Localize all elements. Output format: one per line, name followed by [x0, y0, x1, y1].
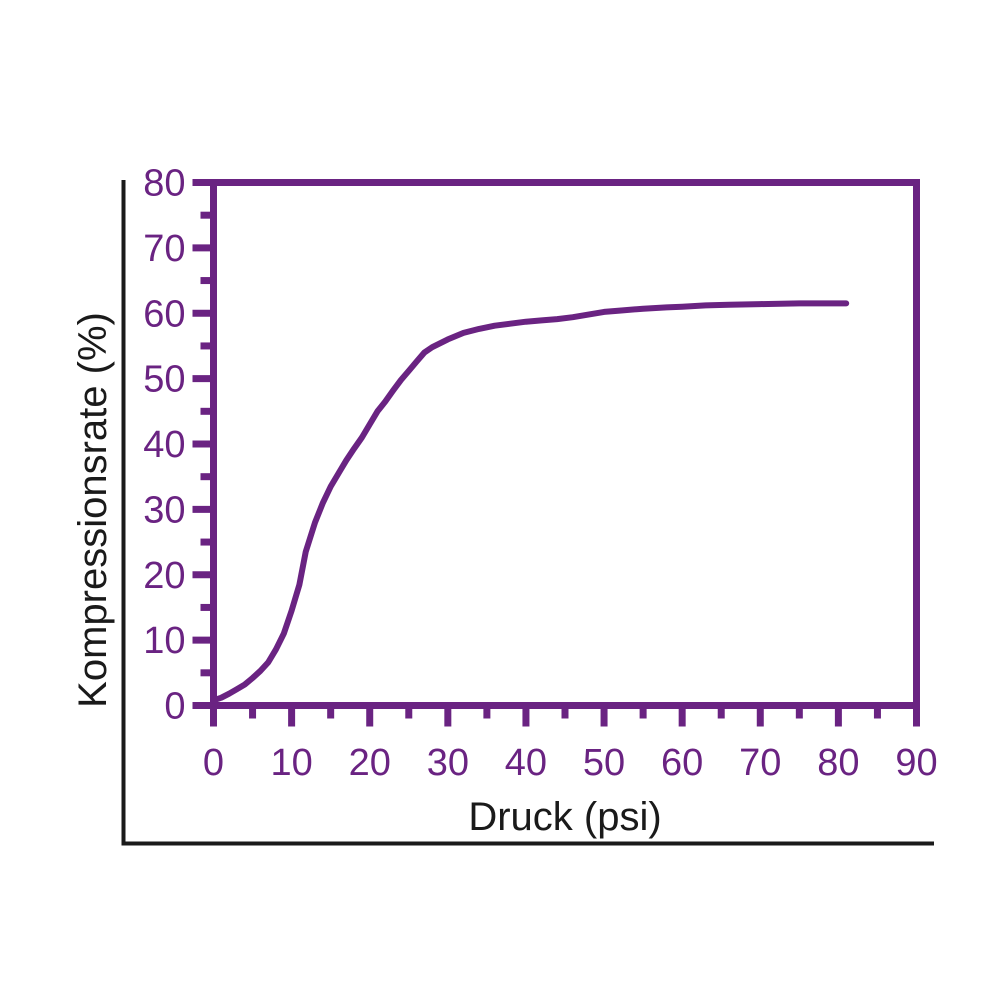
- x-tick-label: 10: [270, 742, 312, 784]
- y-tick-label: 60: [143, 293, 185, 335]
- x-tick-label: 20: [349, 742, 391, 784]
- x-tick-label: 90: [895, 742, 937, 784]
- x-tick-label: 70: [739, 742, 781, 784]
- y-tick-label: 30: [143, 489, 185, 531]
- y-tick-label: 20: [143, 555, 185, 597]
- x-axis-label: Druck (psi): [468, 795, 661, 839]
- figure-border: [121, 180, 934, 846]
- y-tick-label: 10: [143, 620, 185, 662]
- plot-frame: [210, 179, 920, 709]
- axis-tick-labels: 0 10 20 30 40 50 60 70 80 90 0 10 20 30 40 50 60 70 80: [143, 163, 937, 785]
- y-tick-label: 80: [143, 163, 185, 205]
- x-tick-label: 30: [427, 742, 469, 784]
- axis-ticks: [192, 179, 920, 727]
- y-axis-label: Kompressionsrate (%): [71, 312, 115, 708]
- x-tick-label: 40: [505, 742, 547, 784]
- x-tick-label: 0: [203, 742, 224, 784]
- y-tick-label: 40: [143, 424, 185, 466]
- y-tick-label: 50: [143, 359, 185, 401]
- y-tick-label: 0: [164, 686, 185, 728]
- y-tick-label: 70: [143, 228, 185, 270]
- x-tick-label: 80: [817, 742, 859, 784]
- x-tick-label: 50: [583, 742, 625, 784]
- x-tick-label: 60: [661, 742, 703, 784]
- data-series-line: [210, 300, 850, 704]
